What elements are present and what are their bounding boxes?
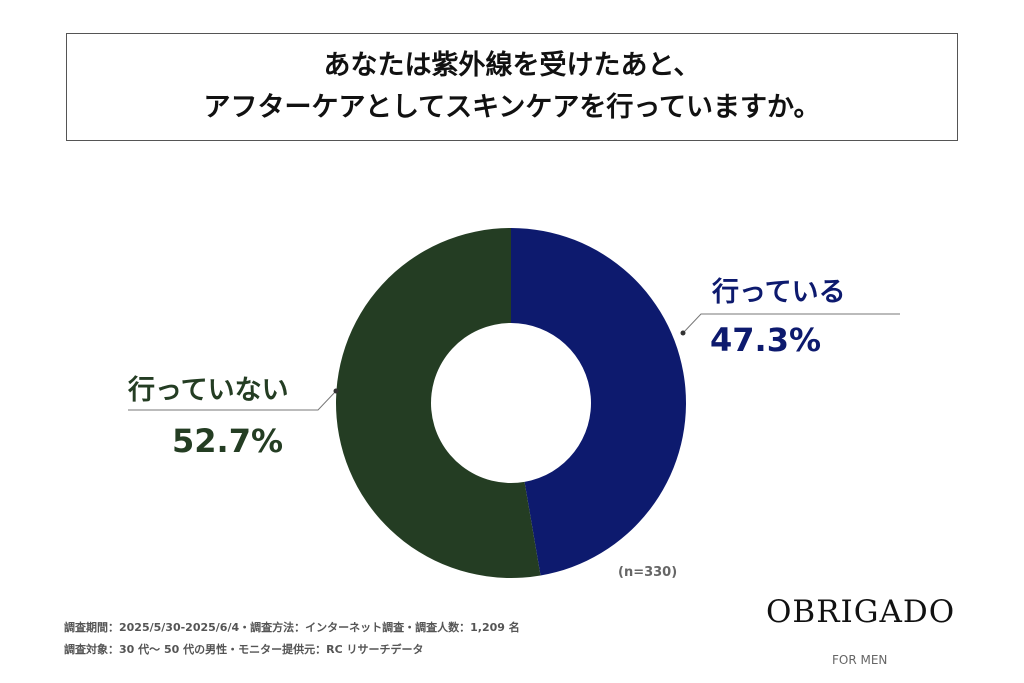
sample-size: (n=330)	[618, 565, 678, 580]
label-no: 行っていない	[128, 375, 289, 406]
title-line-1: あなたは紫外線を受けたあと、	[323, 50, 701, 81]
value-no: 52.7%	[172, 422, 284, 460]
value-yes: 47.3%	[710, 321, 822, 359]
footer-line-1: 調査期間：2025/5/30-2025/6/4・調査方法：インターネット調査・調…	[64, 621, 520, 634]
title-line-2: アフターケアとしてスキンケアを行っていますか。	[203, 92, 821, 123]
slice-1	[335, 228, 541, 578]
leader-dot-1	[333, 388, 339, 394]
footer-line-2: 調査対象：30 代～ 50 代の男性・モニター提供元：RC リサーチデータ	[64, 643, 424, 656]
slice-0	[511, 228, 686, 576]
brand-logo: OBRIGADO	[766, 594, 956, 630]
leader-no	[128, 390, 337, 411]
label-yes: 行っている	[712, 277, 846, 308]
leader-dot-0	[680, 330, 686, 336]
leader-yes	[682, 313, 900, 334]
brand-sub: FOR MEN	[832, 653, 888, 667]
chart-title: あなたは紫外線を受けたあと、 アフターケアとしてスキンケアを行っていますか。	[66, 33, 958, 141]
